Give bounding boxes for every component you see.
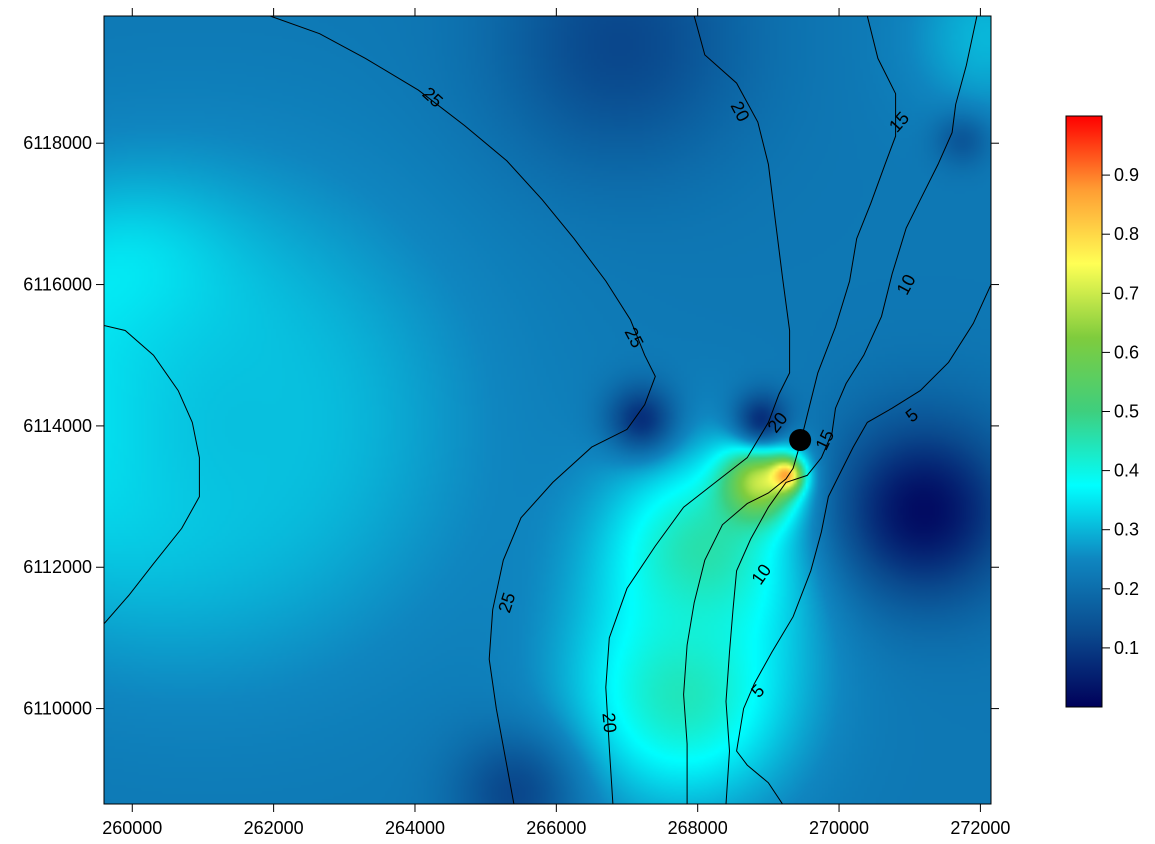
contour-line-10: [725, 16, 978, 804]
contour-label: 20: [598, 712, 620, 734]
colorbar-tick-label: 0.4: [1114, 461, 1139, 481]
contour-line-5: [736, 284, 991, 804]
contour-line-25: [269, 16, 656, 804]
colorbar-ticks: 0.1 0.2 0.3 0.4 0.5 0.6 0.7 0.8 0.9: [1102, 165, 1139, 658]
x-tick-label: 272000: [950, 818, 1010, 838]
colorbar-tick-label: 0.8: [1114, 224, 1139, 244]
y-tick-label: 6110000: [23, 699, 92, 719]
colorbar: 0.1 0.2 0.3 0.4 0.5 0.6 0.7 0.8 0.9: [1065, 115, 1139, 708]
y-tick-label: 6114000: [23, 416, 92, 436]
contour-lines: [104, 16, 991, 804]
colorbar-tick-label: 0.1: [1114, 638, 1139, 658]
heatmap-raster: [104, 16, 991, 804]
contour-line-20: [605, 16, 791, 804]
contour-line-30: [104, 325, 200, 625]
x-tick-label: 262000: [244, 818, 304, 838]
x-tick-label: 270000: [809, 818, 869, 838]
y-tick-label: 6112000: [23, 557, 92, 577]
colorbar-gradient: [1065, 115, 1103, 708]
colorbar-tick-label: 0.5: [1114, 402, 1139, 422]
x-tick-label: 268000: [668, 818, 728, 838]
y-tick-label: 6116000: [23, 275, 92, 295]
y-tick-label: 6118000: [23, 133, 92, 153]
x-tick-label: 260000: [102, 818, 162, 838]
x-tick-label: 266000: [526, 818, 586, 838]
x-tick-label: 264000: [385, 818, 445, 838]
x-axis: 260000 262000 264000 266000 268000 270000 2720…: [102, 8, 1010, 838]
colorbar-tick-label: 0.3: [1114, 520, 1139, 540]
colorbar-tick-label: 0.2: [1114, 579, 1139, 599]
plot-frame: [103, 15, 992, 805]
y-axis: 6110000 6112000 6114000 6116000 6118000: [23, 133, 999, 719]
site-marker: [789, 429, 812, 452]
colorbar-tick-label: 0.7: [1114, 283, 1139, 303]
colorbar-tick-label: 0.6: [1114, 342, 1139, 362]
colorbar-tick-label: 0.9: [1114, 165, 1139, 185]
